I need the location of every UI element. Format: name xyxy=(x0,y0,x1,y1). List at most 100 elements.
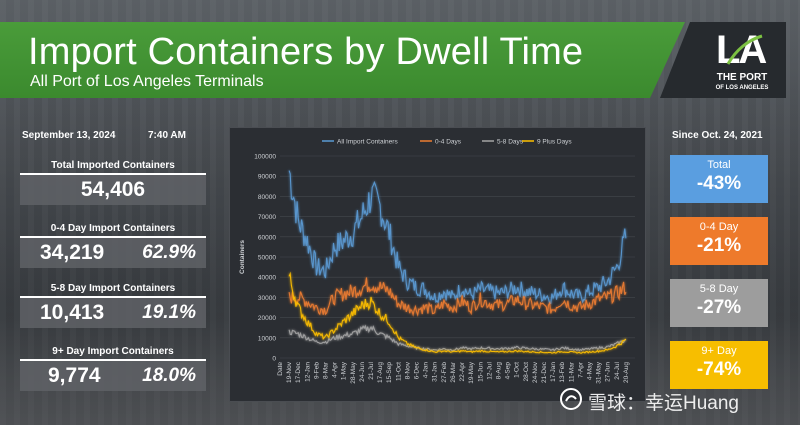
y-tick-label: 80000 xyxy=(258,194,276,201)
y-tick-label: 70000 xyxy=(258,214,276,221)
stat-9-plus-days: 9+ Day Import Containers 9,774 18.0% xyxy=(20,346,206,391)
stat-percent: 18.0% xyxy=(142,365,196,386)
x-tick-label: 22-Apr xyxy=(459,361,466,381)
x-tick-label: 6-Dec xyxy=(414,361,421,379)
x-tick-label: 19-May xyxy=(468,361,475,383)
stat-5-8-days: 5-8 Day Import Containers 10,413 19.1% xyxy=(20,283,206,328)
watermark-text: 雪球：幸运Huang xyxy=(588,393,739,414)
report-time: 7:40 AM xyxy=(148,130,186,141)
stat-label: 5-8 Day Import Containers xyxy=(20,283,206,298)
series-line xyxy=(288,277,627,317)
x-tick-label: 4-Apr xyxy=(332,361,339,378)
stat-value: 34,219 xyxy=(40,241,105,264)
x-tick-label: 4-Sep xyxy=(505,362,512,380)
y-tick-label: 10000 xyxy=(258,335,276,342)
x-tick-label: 27-Jun xyxy=(605,362,612,382)
title-banner xyxy=(0,22,685,98)
legend-label: All Import Containers xyxy=(337,139,398,146)
x-tick-label: 17-Jan xyxy=(550,362,557,382)
y-axis-label: Containers xyxy=(239,240,246,274)
page-title: Import Containers by Dwell Time xyxy=(28,31,584,73)
x-tick-label: 4-May xyxy=(586,361,593,380)
series-line xyxy=(288,170,627,305)
report-date: September 13, 2024 xyxy=(22,130,116,141)
since-label: Since Oct. 24, 2021 xyxy=(672,130,763,141)
legend-label: 5-8 Days xyxy=(497,139,524,146)
change-label: Total xyxy=(707,159,731,171)
x-tick-label: 8-Mar xyxy=(323,361,330,379)
change-label: 5-8 Day xyxy=(699,283,739,295)
x-tick-label: 24-Jul xyxy=(614,361,621,379)
change-card-total: Total -43% xyxy=(670,155,768,203)
snowball-watermark-icon xyxy=(560,388,582,410)
dwell-time-chart: 0 10000 20000 30000 40000 50000 60000 70000 8000… xyxy=(229,127,646,402)
stat-value: 9,774 xyxy=(48,364,101,387)
change-label: 0-4 Day xyxy=(699,221,739,233)
x-tick-label: 12-Jan xyxy=(304,362,311,382)
stat-value-box: 34,219 62.9% xyxy=(20,238,206,268)
x-tick-label: 26-Mar xyxy=(450,361,457,382)
x-tick-label: 8-Nov xyxy=(404,361,411,379)
y-tick-label: 50000 xyxy=(258,255,276,262)
chart-svg: 0 10000 20000 30000 40000 50000 60000 70000 8000… xyxy=(239,139,635,384)
y-tick-label: 60000 xyxy=(258,234,276,241)
y-tick-label: 40000 xyxy=(258,275,276,282)
x-tick-label: 12-Jul xyxy=(486,361,493,379)
stat-value: 10,413 xyxy=(40,301,105,324)
x-tick-label: 28-May xyxy=(350,361,357,383)
x-tick-label: 7-Apr xyxy=(577,361,584,378)
change-value: -43% xyxy=(696,173,742,194)
change-card-0-4: 0-4 Day -21% xyxy=(670,217,768,265)
x-tick-label: 1-May xyxy=(341,361,348,380)
x-tick-label: 21-Jul xyxy=(368,361,375,379)
x-tick-label: 24-Jun xyxy=(359,362,366,382)
x-tick-label: 4-Jan xyxy=(423,362,430,379)
x-tick-label: 24-Nov xyxy=(532,361,539,383)
stat-label: 0-4 Day Import Containers xyxy=(20,223,206,238)
series-line xyxy=(288,324,627,352)
y-tick-label: 30000 xyxy=(258,295,276,302)
x-tick-label: 17-Dec xyxy=(295,361,302,383)
x-tick-label: 28-Oct xyxy=(523,362,530,382)
change-label: 9+ Day xyxy=(701,345,737,357)
x-tick-label: 1-Oct xyxy=(514,362,521,378)
stat-value-box: 54,406 xyxy=(20,175,206,205)
y-tick-label: 100000 xyxy=(254,154,276,161)
change-card-5-8: 5-8 Day -27% xyxy=(670,279,768,327)
logo-text-port: THE PORT xyxy=(716,72,768,83)
stat-0-4-days: 0-4 Day Import Containers 34,219 62.9% xyxy=(20,223,206,268)
x-tick-label: 21-Dec xyxy=(541,361,548,383)
y-tick-label: 90000 xyxy=(258,174,276,181)
x-tick-label: 15-Sep xyxy=(386,362,393,383)
x-axis-label: Date xyxy=(277,362,284,376)
stat-percent: 62.9% xyxy=(142,242,196,263)
x-tick-label: 27-Feb xyxy=(441,362,448,383)
x-tick-label: 13-Feb xyxy=(559,362,566,383)
x-tick-label: 20-Aug xyxy=(623,362,630,383)
logo-text-la: OF LOS ANGELES xyxy=(715,85,769,91)
port-logo: LA xyxy=(716,28,767,72)
stat-value: 54,406 xyxy=(80,178,146,201)
change-value: -27% xyxy=(696,297,742,318)
change-value: -21% xyxy=(696,235,742,256)
change-card-9-plus: 9+ Day -74% xyxy=(670,341,768,389)
y-tick-label: 0 xyxy=(272,356,276,363)
stat-total: Total Imported Containers 54,406 xyxy=(20,160,206,205)
change-value: -74% xyxy=(696,359,742,380)
stat-value-box: 10,413 19.1% xyxy=(20,298,206,328)
legend-label: 9 Plus Days xyxy=(537,139,572,146)
x-tick-label: 19-Nov xyxy=(286,361,293,383)
stat-percent: 19.1% xyxy=(142,302,196,323)
stat-label: 9+ Day Import Containers xyxy=(20,346,206,361)
legend-label: 0-4 Days xyxy=(435,139,462,146)
y-tick-label: 20000 xyxy=(258,315,276,322)
stat-value-box: 9,774 18.0% xyxy=(20,361,206,391)
logo-swoosh-icon xyxy=(726,34,763,65)
page-subtitle: All Port of Los Angeles Terminals xyxy=(30,73,264,90)
x-tick-label: 31-May xyxy=(596,361,603,383)
x-tick-label: 9-Feb xyxy=(313,362,320,379)
x-tick-label: 15-Jun xyxy=(477,362,484,382)
x-tick-label: 8-Aug xyxy=(495,362,502,380)
x-tick-label: 11-Mar xyxy=(568,361,575,382)
x-tick-label: 31-Jan xyxy=(432,362,439,382)
